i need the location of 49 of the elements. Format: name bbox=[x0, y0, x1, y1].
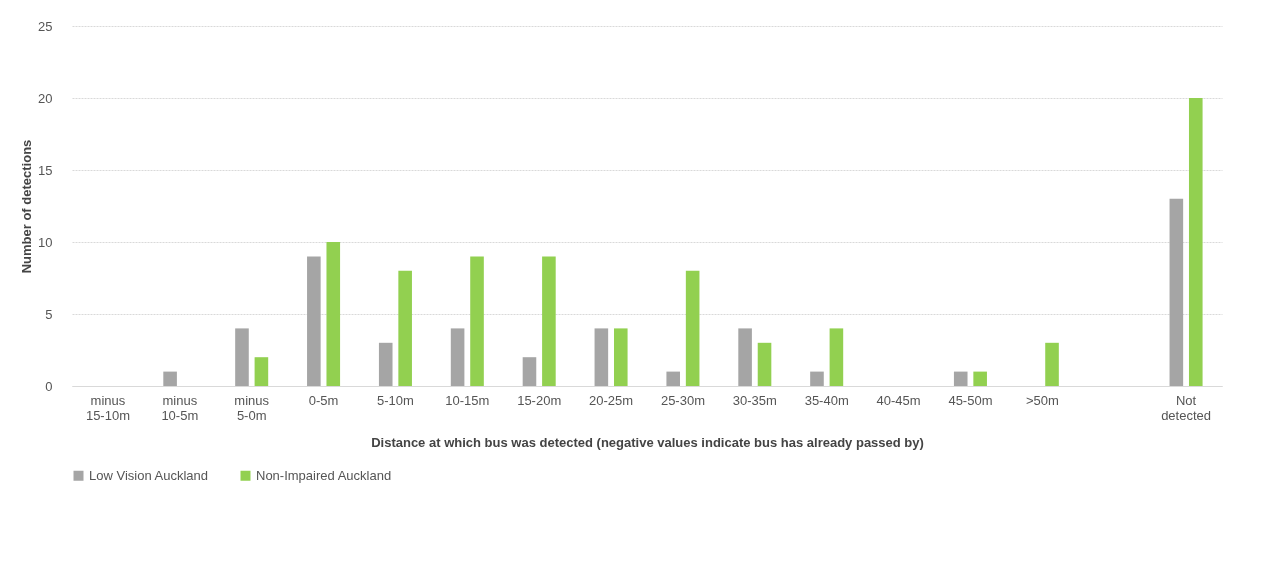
y-tick-label: 15 bbox=[38, 162, 53, 178]
y-tick-label: 20 bbox=[38, 90, 53, 106]
bar bbox=[973, 371, 987, 386]
legend-label: Non-Impaired Auckland bbox=[256, 467, 392, 483]
x-tick-label: 5-10m bbox=[377, 392, 414, 408]
y-tick-label: 0 bbox=[45, 378, 53, 394]
x-tick-label: minus 5-0m bbox=[234, 392, 270, 423]
bar bbox=[235, 328, 249, 386]
bar bbox=[1169, 198, 1184, 386]
bar bbox=[810, 371, 824, 386]
x-axis-title: Distance at which bus was detected (negative values indicate bus has already passed by) bbox=[371, 434, 924, 450]
bar bbox=[1045, 342, 1059, 386]
x-tick-label: 40-45m bbox=[876, 392, 921, 408]
bar bbox=[542, 256, 556, 386]
bar bbox=[613, 328, 628, 386]
x-tick-label: 30-35m bbox=[732, 392, 777, 408]
x-tick-label: 45-50m bbox=[948, 392, 993, 408]
bar bbox=[326, 242, 341, 386]
bar bbox=[378, 342, 393, 386]
x-tick-label: minus 15-10m bbox=[85, 392, 130, 423]
x-tick-label: >50m bbox=[1025, 392, 1059, 408]
y-tick-label: 25 bbox=[38, 18, 53, 34]
bar bbox=[738, 328, 752, 386]
x-tick-label: 35-40m bbox=[804, 392, 849, 408]
bar bbox=[254, 357, 269, 386]
bar bbox=[470, 256, 484, 386]
y-tick-label: 5 bbox=[45, 306, 53, 322]
x-tick-label: Not detected bbox=[1161, 392, 1211, 423]
bar bbox=[829, 328, 844, 386]
x-tick-label: minus 10-5m bbox=[161, 392, 199, 423]
bar bbox=[450, 328, 465, 386]
y-axis-title: Number of detections bbox=[19, 139, 35, 274]
bar bbox=[757, 342, 772, 386]
x-tick-label: 0-5m bbox=[308, 392, 339, 408]
bar bbox=[163, 371, 177, 386]
x-tick-label: 25-30m bbox=[660, 392, 705, 408]
bar bbox=[666, 371, 681, 386]
bar bbox=[307, 256, 321, 386]
bar bbox=[685, 270, 700, 386]
x-tick-label: 20-25m bbox=[589, 392, 634, 408]
x-tick-label: 10-15m bbox=[445, 392, 490, 408]
bar bbox=[522, 357, 537, 386]
bar bbox=[594, 328, 609, 386]
bar bbox=[1188, 98, 1203, 386]
x-tick-label: 15-20m bbox=[517, 392, 562, 408]
bar bbox=[953, 371, 968, 386]
bar bbox=[398, 270, 412, 386]
legend-label: Low Vision Auckland bbox=[89, 467, 209, 483]
y-tick-label: 10 bbox=[38, 234, 53, 250]
